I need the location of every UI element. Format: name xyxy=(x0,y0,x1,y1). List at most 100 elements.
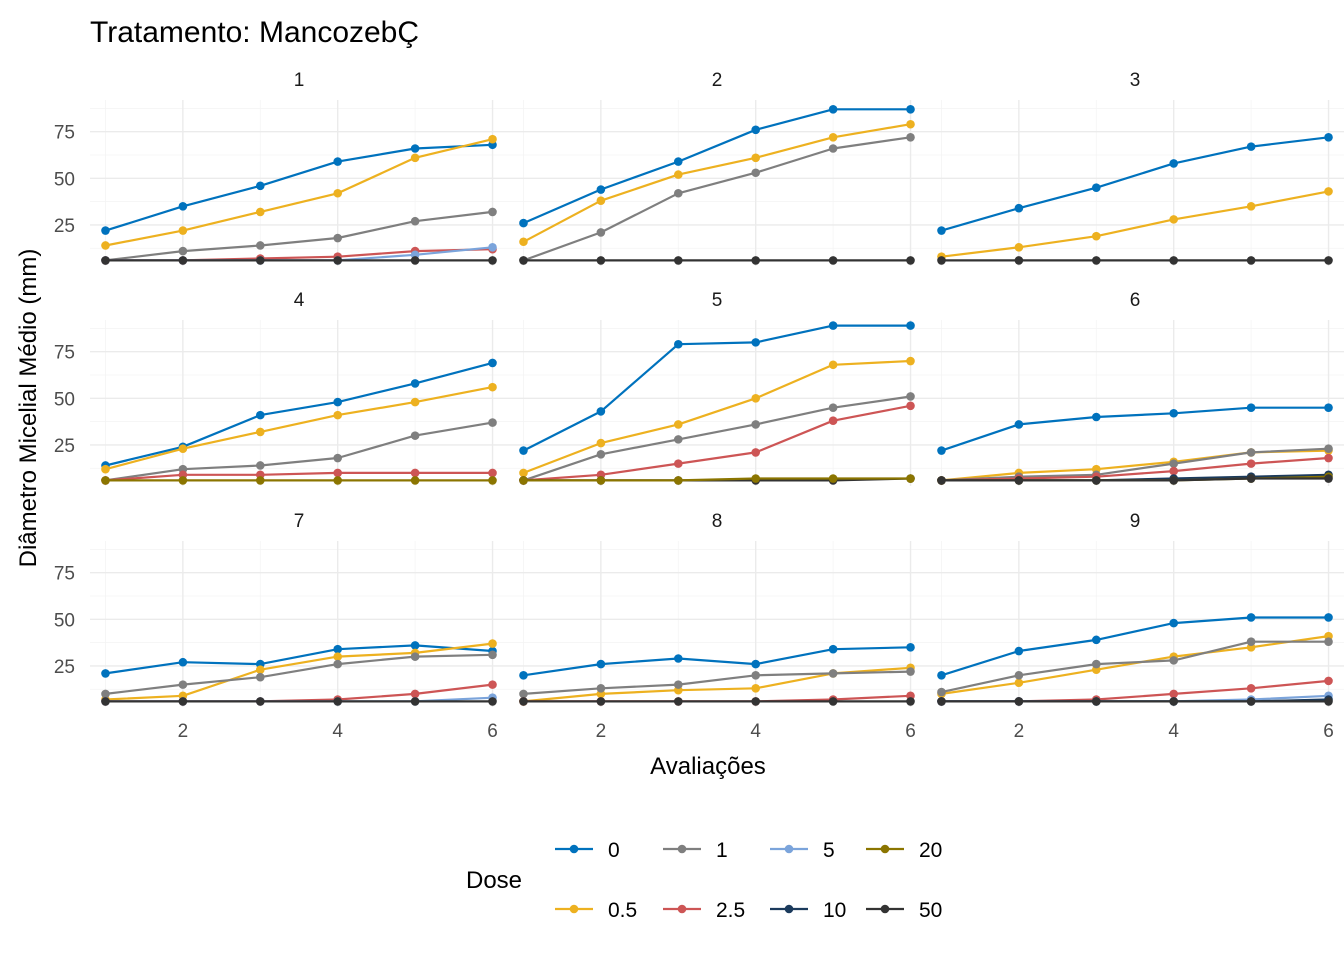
data-point xyxy=(519,218,528,228)
data-point xyxy=(1091,231,1101,241)
legend-item-10: 10 xyxy=(770,899,846,922)
data-point xyxy=(1091,412,1101,422)
data-point xyxy=(333,652,343,661)
data-point xyxy=(410,689,420,699)
facet-strip-label: 5 xyxy=(712,290,723,311)
data-point xyxy=(101,689,110,699)
data-point xyxy=(101,669,110,678)
series-line xyxy=(941,447,1329,482)
series-dose-1 xyxy=(519,392,915,485)
data-point xyxy=(1246,202,1256,211)
series-dose-20 xyxy=(519,474,915,485)
series-dose-0.5 xyxy=(519,119,915,247)
data-point xyxy=(488,134,497,144)
data-point xyxy=(828,416,838,426)
series-dose-0 xyxy=(937,403,1333,455)
data-point xyxy=(410,641,420,650)
series-dose-0 xyxy=(937,133,1333,235)
data-point xyxy=(828,133,838,142)
x-tick-label: 6 xyxy=(905,721,916,742)
y-tick-label: 25 xyxy=(54,657,75,678)
data-point xyxy=(906,119,915,129)
x-tick-label: 2 xyxy=(1014,721,1025,742)
data-point xyxy=(1169,656,1179,665)
data-point xyxy=(410,216,420,226)
data-point xyxy=(828,256,838,265)
series-line xyxy=(523,670,911,695)
legend-key-point xyxy=(677,844,687,854)
data-point xyxy=(1169,697,1179,706)
data-point xyxy=(828,697,838,706)
data-point xyxy=(596,407,606,416)
data-point xyxy=(333,188,343,198)
facet-panel-4: 4 25 50 75 xyxy=(54,290,508,486)
data-point xyxy=(1014,697,1024,706)
facet-strip-label: 7 xyxy=(294,511,305,532)
legend-key-point xyxy=(784,904,794,914)
data-point xyxy=(673,170,683,179)
data-point xyxy=(178,680,188,689)
data-point xyxy=(751,256,761,265)
data-point xyxy=(1014,476,1024,485)
series-dose-0.5 xyxy=(937,187,1333,261)
data-point xyxy=(178,697,188,706)
data-point xyxy=(519,476,528,485)
series-dose-1 xyxy=(101,207,497,265)
data-point xyxy=(1324,637,1333,647)
data-point xyxy=(751,474,761,483)
series-line xyxy=(105,248,493,262)
data-point xyxy=(1246,684,1256,693)
data-point xyxy=(1324,613,1333,622)
data-point xyxy=(596,476,606,485)
legend-key-point xyxy=(784,844,794,854)
data-point xyxy=(1324,256,1333,265)
data-point xyxy=(1246,403,1256,412)
data-point xyxy=(1246,474,1256,483)
data-point xyxy=(828,474,838,483)
data-point xyxy=(1169,689,1179,699)
series-line xyxy=(523,359,911,474)
series-dose-20 xyxy=(101,476,497,485)
data-point xyxy=(1014,256,1024,265)
facet-panel-3: 3 xyxy=(926,70,1344,266)
data-point xyxy=(333,256,343,265)
data-point xyxy=(255,256,265,265)
facet-strip-label: 9 xyxy=(1130,511,1141,532)
legend-label: 20 xyxy=(919,839,942,862)
data-point xyxy=(488,650,497,660)
data-point xyxy=(410,397,420,407)
legend-item-2.5: 2.5 xyxy=(663,899,745,922)
data-point xyxy=(596,185,606,194)
legend-label: 1 xyxy=(716,839,728,862)
facet-strip-label: 6 xyxy=(1130,290,1141,311)
facet-panel-1: 1 25 50 75 xyxy=(54,70,508,266)
data-point xyxy=(673,435,683,444)
data-point xyxy=(488,256,497,265)
data-point xyxy=(333,659,343,669)
data-point xyxy=(906,401,915,411)
data-point xyxy=(410,153,420,163)
data-point xyxy=(751,394,761,403)
data-point xyxy=(906,697,915,706)
data-point xyxy=(596,449,606,459)
x-tick-label: 2 xyxy=(178,721,189,742)
data-point xyxy=(937,670,946,680)
data-point xyxy=(178,657,188,667)
data-point xyxy=(906,392,915,401)
data-point xyxy=(255,410,265,420)
data-point xyxy=(333,476,343,485)
legend-item-50: 50 xyxy=(866,899,942,922)
series-dose-0.5 xyxy=(101,134,497,250)
data-point xyxy=(410,468,420,478)
data-point xyxy=(751,659,761,669)
series-dose-0 xyxy=(519,105,915,228)
data-point xyxy=(828,144,838,153)
facet-panel-6: 6 xyxy=(926,290,1344,486)
data-point xyxy=(937,476,946,485)
data-point xyxy=(1169,159,1179,168)
data-point xyxy=(596,256,606,265)
data-point xyxy=(673,476,683,485)
data-point xyxy=(1324,697,1333,706)
data-point xyxy=(255,181,265,191)
